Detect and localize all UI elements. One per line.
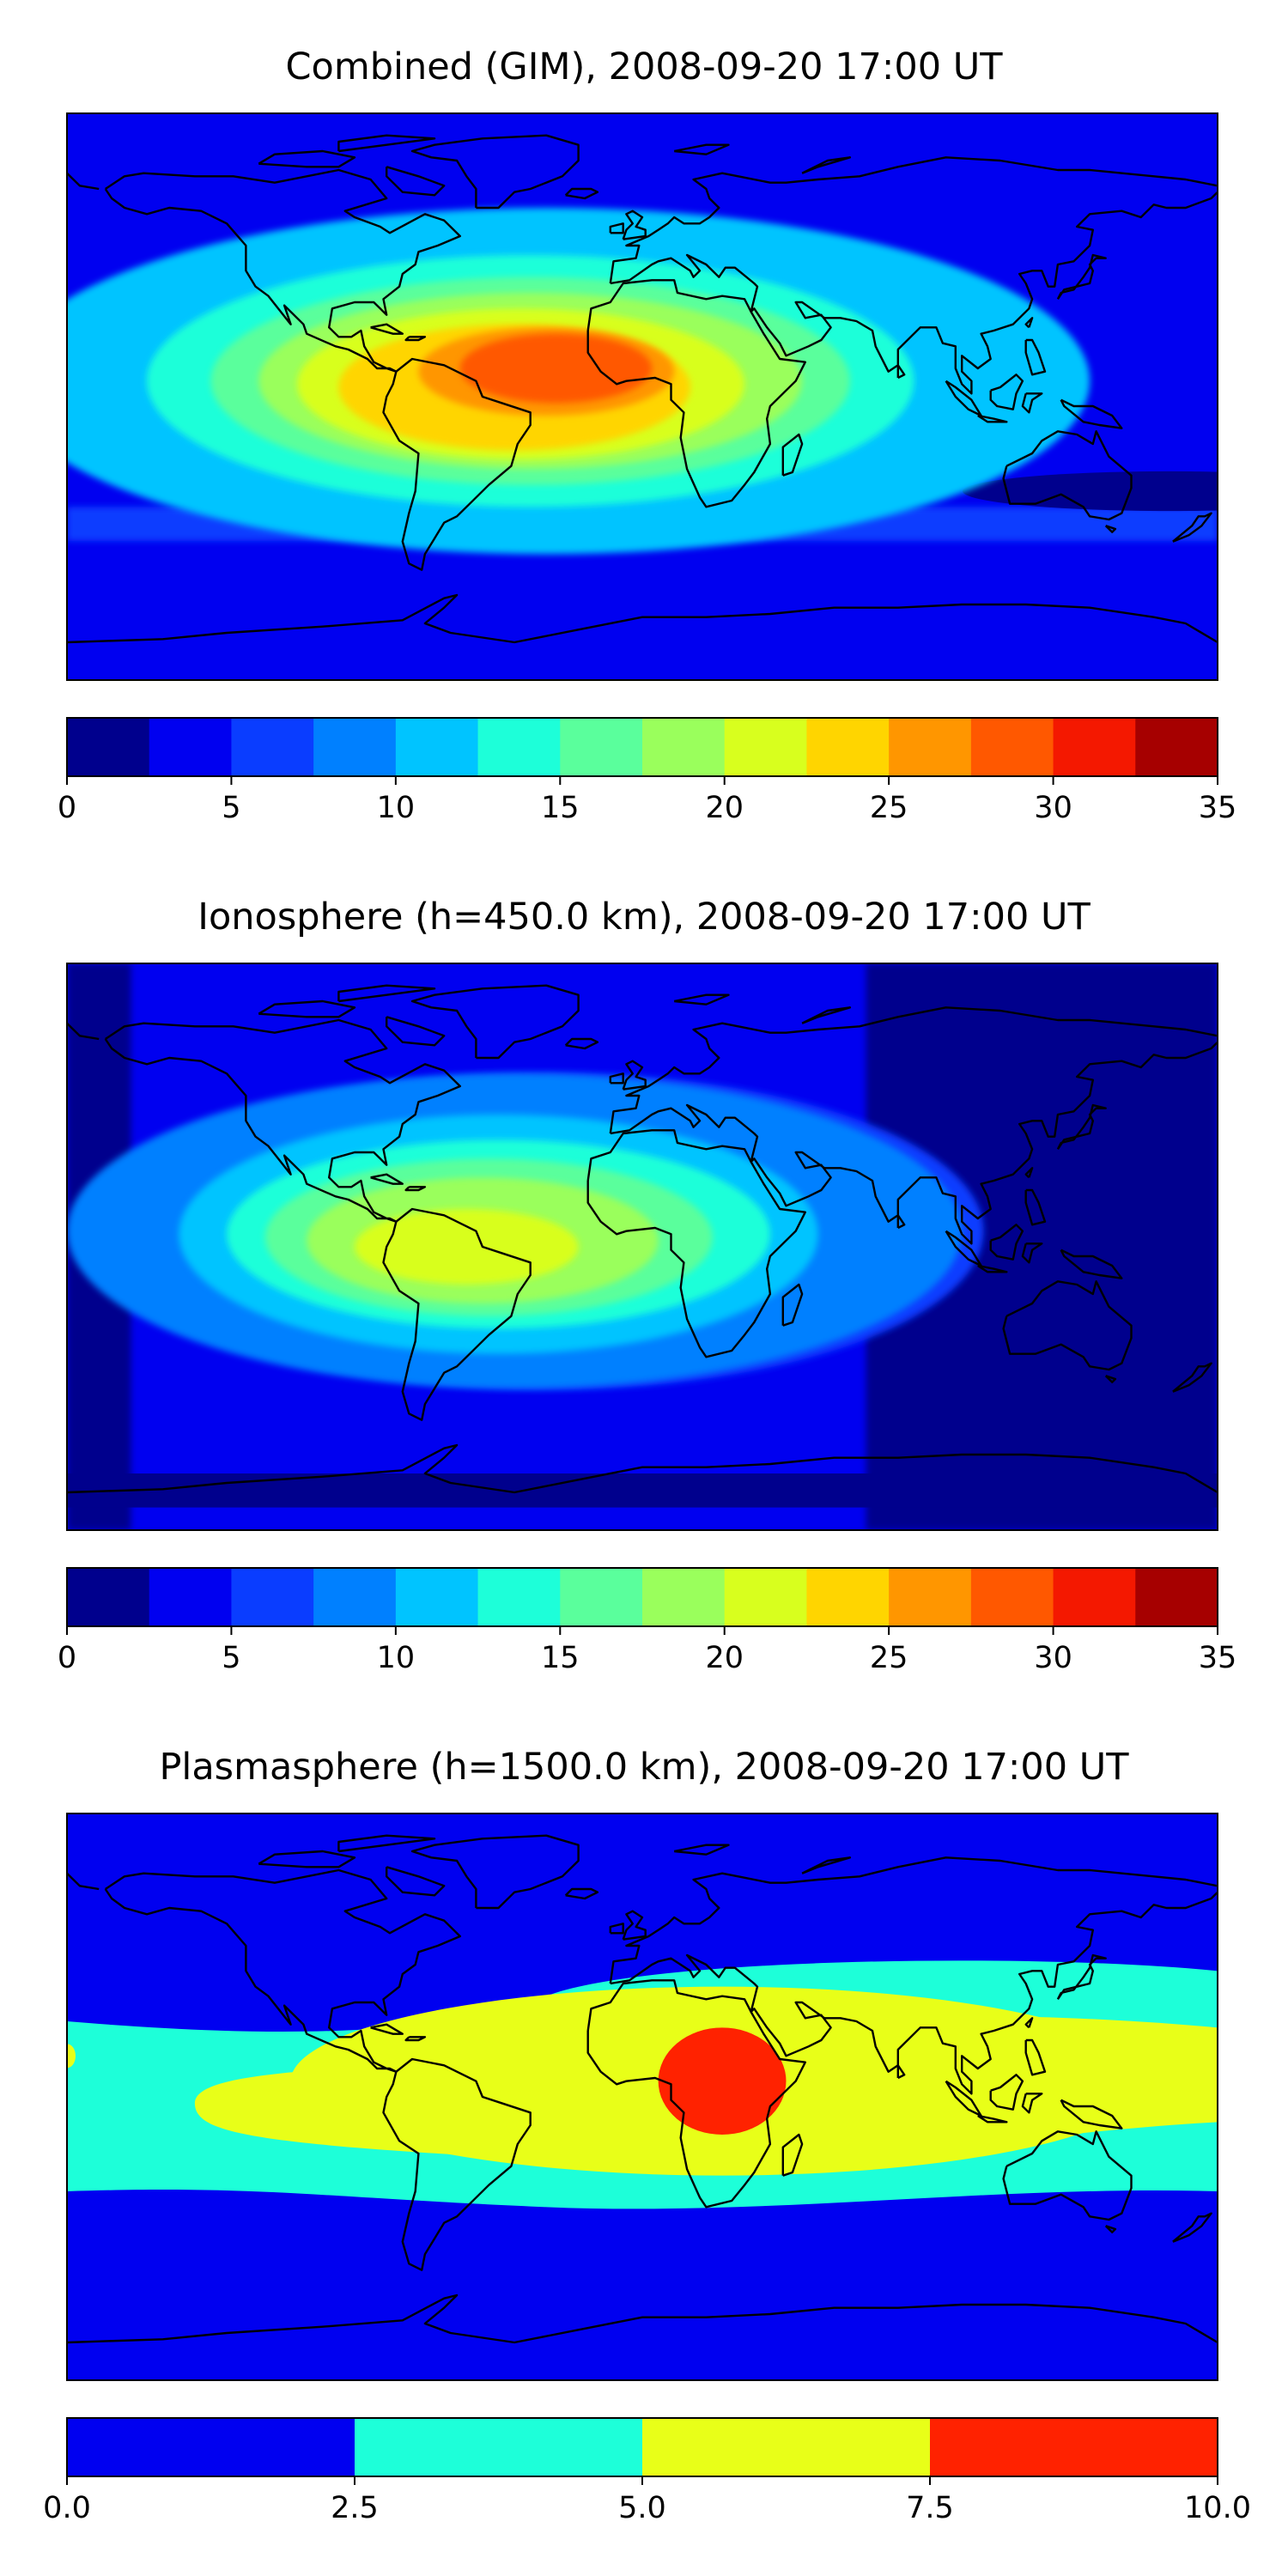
colorbar-bin <box>560 718 643 776</box>
map-frame <box>66 963 1218 1531</box>
colorbar-tick-label: 5 <box>222 791 240 825</box>
colorbar-tick-label: 5 <box>222 1641 240 1675</box>
colorbar-bin <box>560 1568 643 1626</box>
colorbar-bin <box>477 1568 561 1626</box>
colorbar-bin <box>724 1568 807 1626</box>
colorbar-bin <box>806 1568 890 1626</box>
colorbar-tick-label: 0.0 <box>43 2491 91 2525</box>
colorbar-tick-label: 30 <box>1034 791 1072 825</box>
map-border <box>66 112 1218 681</box>
tec-field <box>67 208 1218 555</box>
contour-region-1 <box>658 2027 787 2135</box>
panel-title: Combined (GIM), 2008-09-20 17:00 UT <box>285 46 1003 88</box>
colorbar-tick-label: 25 <box>870 791 908 825</box>
map-border <box>66 963 1218 1531</box>
colorbar-tick-label: 5.0 <box>618 2491 666 2525</box>
colorbar-bin <box>395 1568 479 1626</box>
coastlines <box>67 134 1218 644</box>
colorbar-bin <box>231 718 314 776</box>
colorbar-tick-label: 10 <box>377 1641 416 1675</box>
colorbar: 0 5 10 15 20 25 30 35 <box>58 1567 1237 1675</box>
colorbar-bin <box>1135 718 1218 776</box>
colorbar-bin <box>970 1568 1054 1626</box>
panel-plasmasphere: Plasmasphere (h=1500.0 km), 2008-09-20 1… <box>43 1746 1251 2525</box>
colorbar: 0.0 2.5 5.0 7.5 10.0 <box>43 2417 1251 2525</box>
colorbar-bin <box>1053 718 1136 776</box>
colorbar-tick-label: 25 <box>870 1641 908 1675</box>
colorbar-bin <box>806 718 890 776</box>
colorbar-tick-label: 0 <box>58 1641 76 1675</box>
panel-title: Plasmasphere (h=1500.0 km), 2008-09-20 1… <box>159 1746 1129 1789</box>
colorbar-bin <box>231 1568 314 1626</box>
colorbar-bin <box>67 2418 355 2476</box>
colorbar-bin <box>889 718 972 776</box>
colorbar-bin <box>642 1568 726 1626</box>
colorbar-bin <box>149 718 232 776</box>
colorbar-tick-label: 35 <box>1199 1641 1237 1675</box>
colorbar-bin <box>642 2418 931 2476</box>
colorbar-bin <box>1053 1568 1136 1626</box>
colorbar-bin <box>313 718 397 776</box>
colorbar-bin <box>930 2418 1218 2476</box>
panel-ionosphere: Ionosphere (h=450.0 km), 2008-09-20 17:0… <box>58 896 1236 1675</box>
colorbar-tick-label: 30 <box>1034 1641 1072 1675</box>
colorbar-tick-label: 20 <box>705 791 744 825</box>
colorbar-tick-label: 15 <box>541 791 580 825</box>
coastlines <box>67 1834 1218 2344</box>
colorbar: 0 5 10 15 20 25 30 35 <box>58 717 1237 825</box>
colorbar-bin <box>724 718 807 776</box>
colorbar-bin <box>67 1568 150 1626</box>
colorbar-bin <box>889 1568 972 1626</box>
coastlines <box>67 984 1218 1494</box>
colorbar-bin <box>1135 1568 1218 1626</box>
colorbar-bin <box>313 1568 397 1626</box>
colorbar-bin <box>642 718 726 776</box>
map-border <box>66 1813 1218 2381</box>
colorbar-tick-label: 10.0 <box>1184 2491 1251 2525</box>
colorbar-tick-label: 35 <box>1199 791 1237 825</box>
contour-region-7 <box>459 333 653 404</box>
map-frame <box>66 112 1218 681</box>
colorbar-bin <box>395 718 479 776</box>
colorbar-tick-label: 2.5 <box>331 2491 379 2525</box>
colorbar-tick-label: 15 <box>541 1641 580 1675</box>
colorbar-bin <box>355 2418 643 2476</box>
contour-region-5 <box>355 1209 579 1285</box>
panel-title: Ionosphere (h=450.0 km), 2008-09-20 17:0… <box>197 896 1091 939</box>
colorbar-bin <box>477 718 561 776</box>
panel-combined: Combined (GIM), 2008-09-20 17:00 UT 0 5 10… <box>58 46 1237 825</box>
map-frame <box>66 1813 1218 2381</box>
colorbar-tick-label: 0 <box>58 791 76 825</box>
colorbar-bin <box>149 1568 232 1626</box>
colorbar-bin <box>970 718 1054 776</box>
colorbar-tick-label: 20 <box>705 1641 744 1675</box>
colorbar-bin <box>67 718 150 776</box>
colorbar-tick-label: 7.5 <box>906 2491 954 2525</box>
colorbar-tick-label: 10 <box>377 791 416 825</box>
